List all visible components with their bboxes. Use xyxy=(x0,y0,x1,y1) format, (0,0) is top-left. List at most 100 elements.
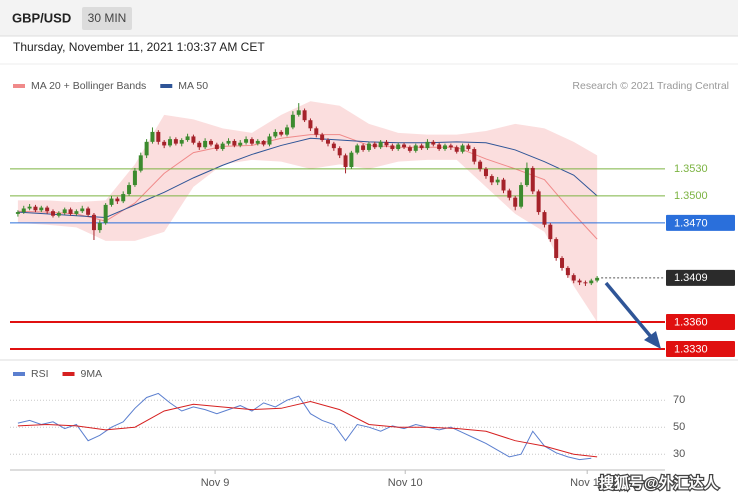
candle-body xyxy=(191,136,196,143)
candle-body xyxy=(91,214,96,231)
level-badge xyxy=(666,313,735,330)
candle-body xyxy=(220,143,225,150)
candle-body xyxy=(273,131,278,137)
candle-body xyxy=(156,131,161,142)
candle-body xyxy=(308,120,313,129)
ma50-line xyxy=(17,137,598,218)
interval[interactable]: 30 MIN xyxy=(88,11,127,25)
candle-body xyxy=(437,144,442,150)
candle-body xyxy=(144,141,149,156)
candle-body xyxy=(302,110,307,121)
candle-body xyxy=(290,114,295,128)
candle-body xyxy=(320,134,325,141)
candle-body xyxy=(232,140,237,146)
candle-body xyxy=(390,145,395,150)
candle-body xyxy=(524,167,529,186)
legend-swatch xyxy=(160,84,173,88)
candle-body xyxy=(378,141,383,148)
candle-body xyxy=(249,139,254,144)
candle-body xyxy=(51,211,56,216)
candle-body xyxy=(214,144,219,150)
legend-swatch xyxy=(62,372,75,376)
candle-body xyxy=(21,208,26,213)
candle-body xyxy=(62,209,67,213)
candle-body xyxy=(296,110,301,115)
candle-body xyxy=(27,206,32,209)
candle-body xyxy=(150,131,155,142)
candle-body xyxy=(337,148,342,156)
interval-badge[interactable] xyxy=(82,7,132,30)
candle-body xyxy=(560,258,565,268)
candle-body xyxy=(384,141,389,146)
candle-body xyxy=(179,140,184,144)
symbol: GBP/USD xyxy=(12,10,71,25)
indicator-line xyxy=(17,401,598,458)
candle-body xyxy=(478,161,483,169)
candle-body xyxy=(45,207,50,212)
candle-body xyxy=(168,139,173,146)
candle-body xyxy=(595,277,600,281)
candle-body xyxy=(355,145,360,153)
candle-body xyxy=(536,191,541,213)
indicator-line xyxy=(17,392,592,461)
candle-body xyxy=(443,145,448,150)
arrow-head xyxy=(644,331,661,349)
candle-body xyxy=(413,145,418,151)
candle-body xyxy=(203,140,208,148)
candle-body xyxy=(577,280,582,283)
candle-body xyxy=(109,198,114,205)
level-label: 1.3530 xyxy=(674,163,708,175)
candle-body xyxy=(173,139,178,144)
candle-body xyxy=(197,142,202,148)
legend-label: 9MA xyxy=(81,368,103,380)
candle-body xyxy=(103,204,108,223)
candle-body xyxy=(513,197,518,207)
candle-body xyxy=(519,185,524,207)
candle-body xyxy=(255,140,260,144)
candle-body xyxy=(244,139,249,143)
candle-body xyxy=(226,140,231,144)
credit: Research © 2021 Trading Central xyxy=(572,80,729,92)
level-badge xyxy=(666,269,735,286)
timestamp: Thursday, November 11, 2021 1:03:37 AM C… xyxy=(13,40,265,54)
candle-body xyxy=(501,179,506,191)
level-label: 1.3330 xyxy=(674,343,708,355)
x-tick-label: Nov 9 xyxy=(201,477,230,489)
candle-body xyxy=(419,145,424,149)
candle-body xyxy=(542,212,547,225)
watermark: 搜狐号@外汇达人 xyxy=(599,474,720,492)
candle-body xyxy=(56,212,61,216)
ma20-line xyxy=(17,134,598,240)
candle-body xyxy=(366,143,371,150)
legend-swatch xyxy=(13,84,25,88)
candle-body xyxy=(127,185,132,195)
level-label: 1.3360 xyxy=(674,316,708,328)
level-label: 1.3470 xyxy=(674,217,708,229)
candle-body xyxy=(261,140,266,145)
legend-label: MA 20 + Bollinger Bands xyxy=(31,80,146,92)
candle-body xyxy=(425,141,430,149)
candle-body xyxy=(325,140,330,144)
candle-body xyxy=(472,149,477,162)
candle-body xyxy=(396,144,401,150)
candle-body xyxy=(97,222,102,231)
candle-body xyxy=(39,207,44,211)
candle-body xyxy=(589,280,594,284)
y-tick-label: 30 xyxy=(673,448,685,460)
candle-body xyxy=(121,194,126,202)
candle-body xyxy=(115,198,120,202)
candle-body xyxy=(185,136,190,141)
candle-body xyxy=(571,275,576,281)
candle-body xyxy=(466,145,471,150)
candle-body xyxy=(530,167,535,192)
candle-body xyxy=(15,212,20,214)
candle-body xyxy=(372,143,377,148)
candle-body xyxy=(132,170,137,186)
candle-body xyxy=(460,145,465,152)
x-tick-label: Nov 10 xyxy=(388,477,423,489)
candle-body xyxy=(583,282,588,284)
candle-body xyxy=(565,267,570,276)
candle-body xyxy=(448,145,453,148)
